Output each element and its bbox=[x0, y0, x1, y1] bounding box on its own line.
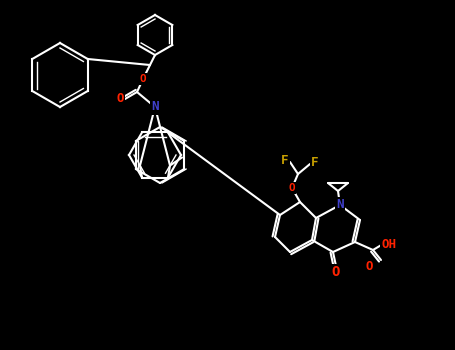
Text: N: N bbox=[336, 198, 344, 211]
Text: O: O bbox=[116, 92, 124, 105]
Text: F: F bbox=[281, 154, 289, 167]
Text: OH: OH bbox=[381, 238, 396, 251]
Text: O: O bbox=[288, 183, 295, 193]
Text: N: N bbox=[151, 100, 159, 113]
Text: F: F bbox=[311, 155, 319, 168]
Text: O: O bbox=[140, 74, 147, 84]
Text: O: O bbox=[332, 265, 340, 279]
Text: O: O bbox=[365, 259, 373, 273]
